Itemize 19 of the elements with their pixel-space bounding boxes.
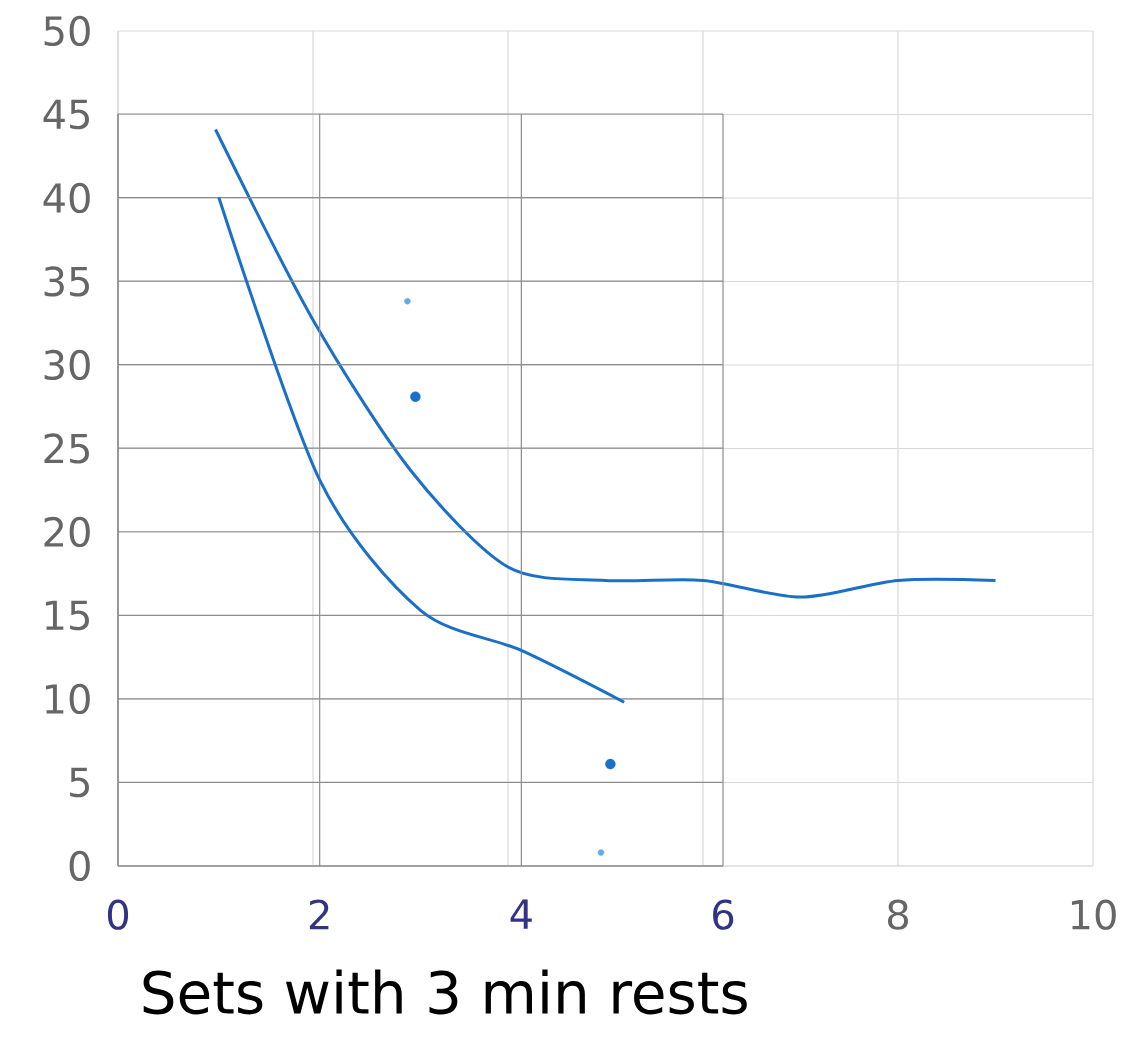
y-tick-label: 45	[43, 99, 89, 130]
y-tick-label: 50	[44, 15, 90, 47]
x-tick-label: 6	[713, 899, 734, 930]
x-axis-title: Sets with 3 min rests	[143, 969, 747, 1015]
y-tick-label: 20	[44, 516, 90, 548]
y-tick-label: 25	[44, 433, 89, 464]
line-series	[214, 128, 998, 599]
y-tick-label: 15	[45, 600, 89, 631]
y-tick-label: 5	[70, 767, 89, 798]
x-tick-label: 4	[510, 899, 532, 929]
y-tick-label: 40	[43, 182, 90, 214]
x-tick-label: 10	[1071, 899, 1116, 930]
y-tick-label: 0	[69, 850, 90, 882]
x-tick-label: 2	[309, 899, 329, 930]
y-tick-label: 30	[44, 349, 90, 381]
y-tick-label: 35	[44, 266, 89, 297]
x-tick-label: 0	[107, 899, 129, 930]
y-tick-label: 10	[45, 683, 90, 715]
x-tick-label: 8	[888, 899, 908, 930]
